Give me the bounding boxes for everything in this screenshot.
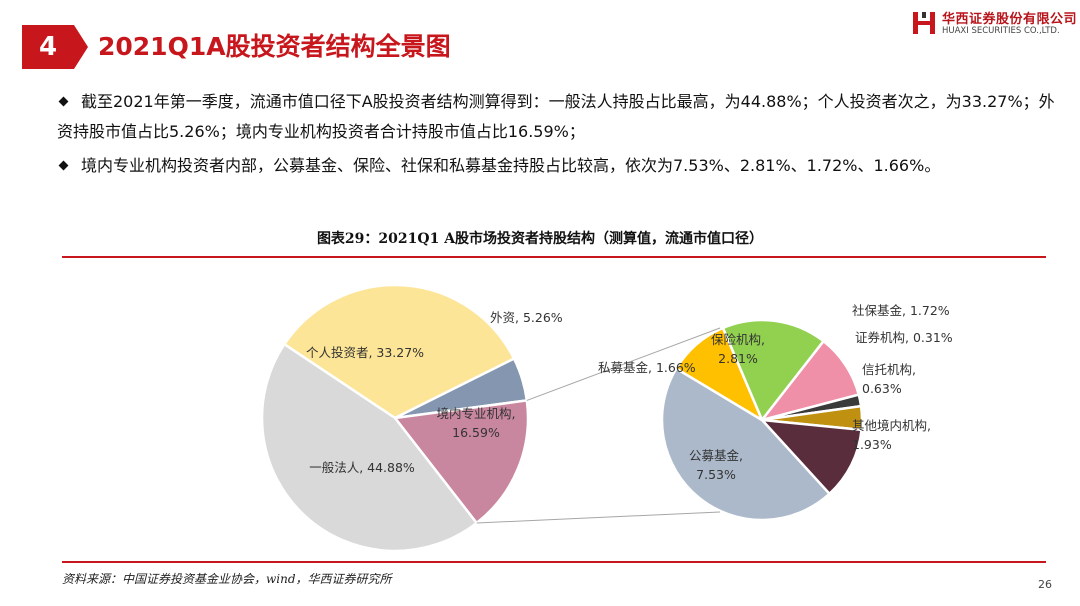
main-pie-slice-0 [282, 283, 516, 420]
chart-title: 图表29：2021Q1 A股市场投资者持股结构（测算值，流通市值口径） [316, 231, 764, 247]
connector-line-bottom [476, 511, 721, 524]
bullet-item: 境内专业机构投资者内部，公募基金、保险、社保和私募基金持股占比较高，依次为7.5… [57, 151, 1067, 181]
main-pie-label-0: 个人投资者, 33.27% [306, 345, 424, 360]
section-number: 4 [22, 25, 74, 69]
source-note: 资料来源：中国证券投资基金业协会，wind，华西证券研究所 [62, 572, 392, 586]
section-header: 4 2021Q1A股投资者结构全景图 [22, 25, 451, 69]
diamond-bullet-icon [58, 160, 69, 170]
sub-pie-slice-5 [660, 366, 832, 522]
huaxi-logo-icon [913, 12, 935, 34]
bullet-text: 截至2021年第一季度，流通市值口径下A股投资者结构测算得到：一般法人持股占比最… [57, 92, 1055, 141]
sub-pie-label-2: 证券机构, 0.31% [855, 330, 953, 345]
main-pie-label-3: 一般法人, 44.88% [309, 460, 415, 475]
page-number: 26 [1038, 578, 1052, 591]
bullet-item: 截至2021年第一季度，流通市值口径下A股投资者结构测算得到：一般法人持股占比最… [57, 87, 1067, 147]
sub-pie-slice-0 [721, 318, 826, 423]
diamond-bullet-icon [58, 96, 69, 106]
main-pie-label-1: 外资, 5.26% [490, 310, 563, 325]
connector-line-top [526, 327, 721, 401]
divider-bottom [62, 561, 1046, 563]
company-logo: 华西证券股份有限公司 HUAXI SECURITIES CO.,LTD. [912, 8, 1077, 40]
logo-name-en: HUAXI SECURITIES CO.,LTD. [942, 26, 1060, 36]
sub-pie-label-3: 信托机构, 0.63% [862, 362, 916, 396]
sub-pie-label-6: 私募基金, 1.66% [598, 360, 696, 375]
main-pie-slice-3 [260, 342, 479, 553]
logo-name-cn: 华西证券股份有限公司 [942, 12, 1078, 27]
main-pie-slice-2 [392, 399, 530, 525]
sub-pie-label-5: 公募基金, 7.53% [689, 448, 743, 482]
bullet-text: 境内专业机构投资者内部，公募基金、保险、社保和私募基金持股占比较高，依次为7.5… [81, 156, 941, 175]
sub-pie-slice-4 [758, 418, 863, 496]
main-pie-label-2: 境内专业机构, 16.59% [437, 406, 516, 440]
sub-pie-slice-6 [674, 326, 765, 424]
pie-of-pie-chart: 个人投资者, 33.27% 外资, 5.26% 境内专业机构, 16.59% 一般法人,… [260, 283, 953, 553]
page-title: 2021Q1A股投资者结构全景图 [98, 32, 451, 61]
sub-pie-label-4: 其他境内机构, 1.93% [852, 418, 931, 452]
sub-pie-label-0: 保险机构, 2.81% [711, 332, 765, 366]
section-number-arrow [74, 25, 88, 69]
divider-top [62, 256, 1046, 258]
sub-pie-label-1: 社保基金, 1.72% [852, 303, 950, 318]
